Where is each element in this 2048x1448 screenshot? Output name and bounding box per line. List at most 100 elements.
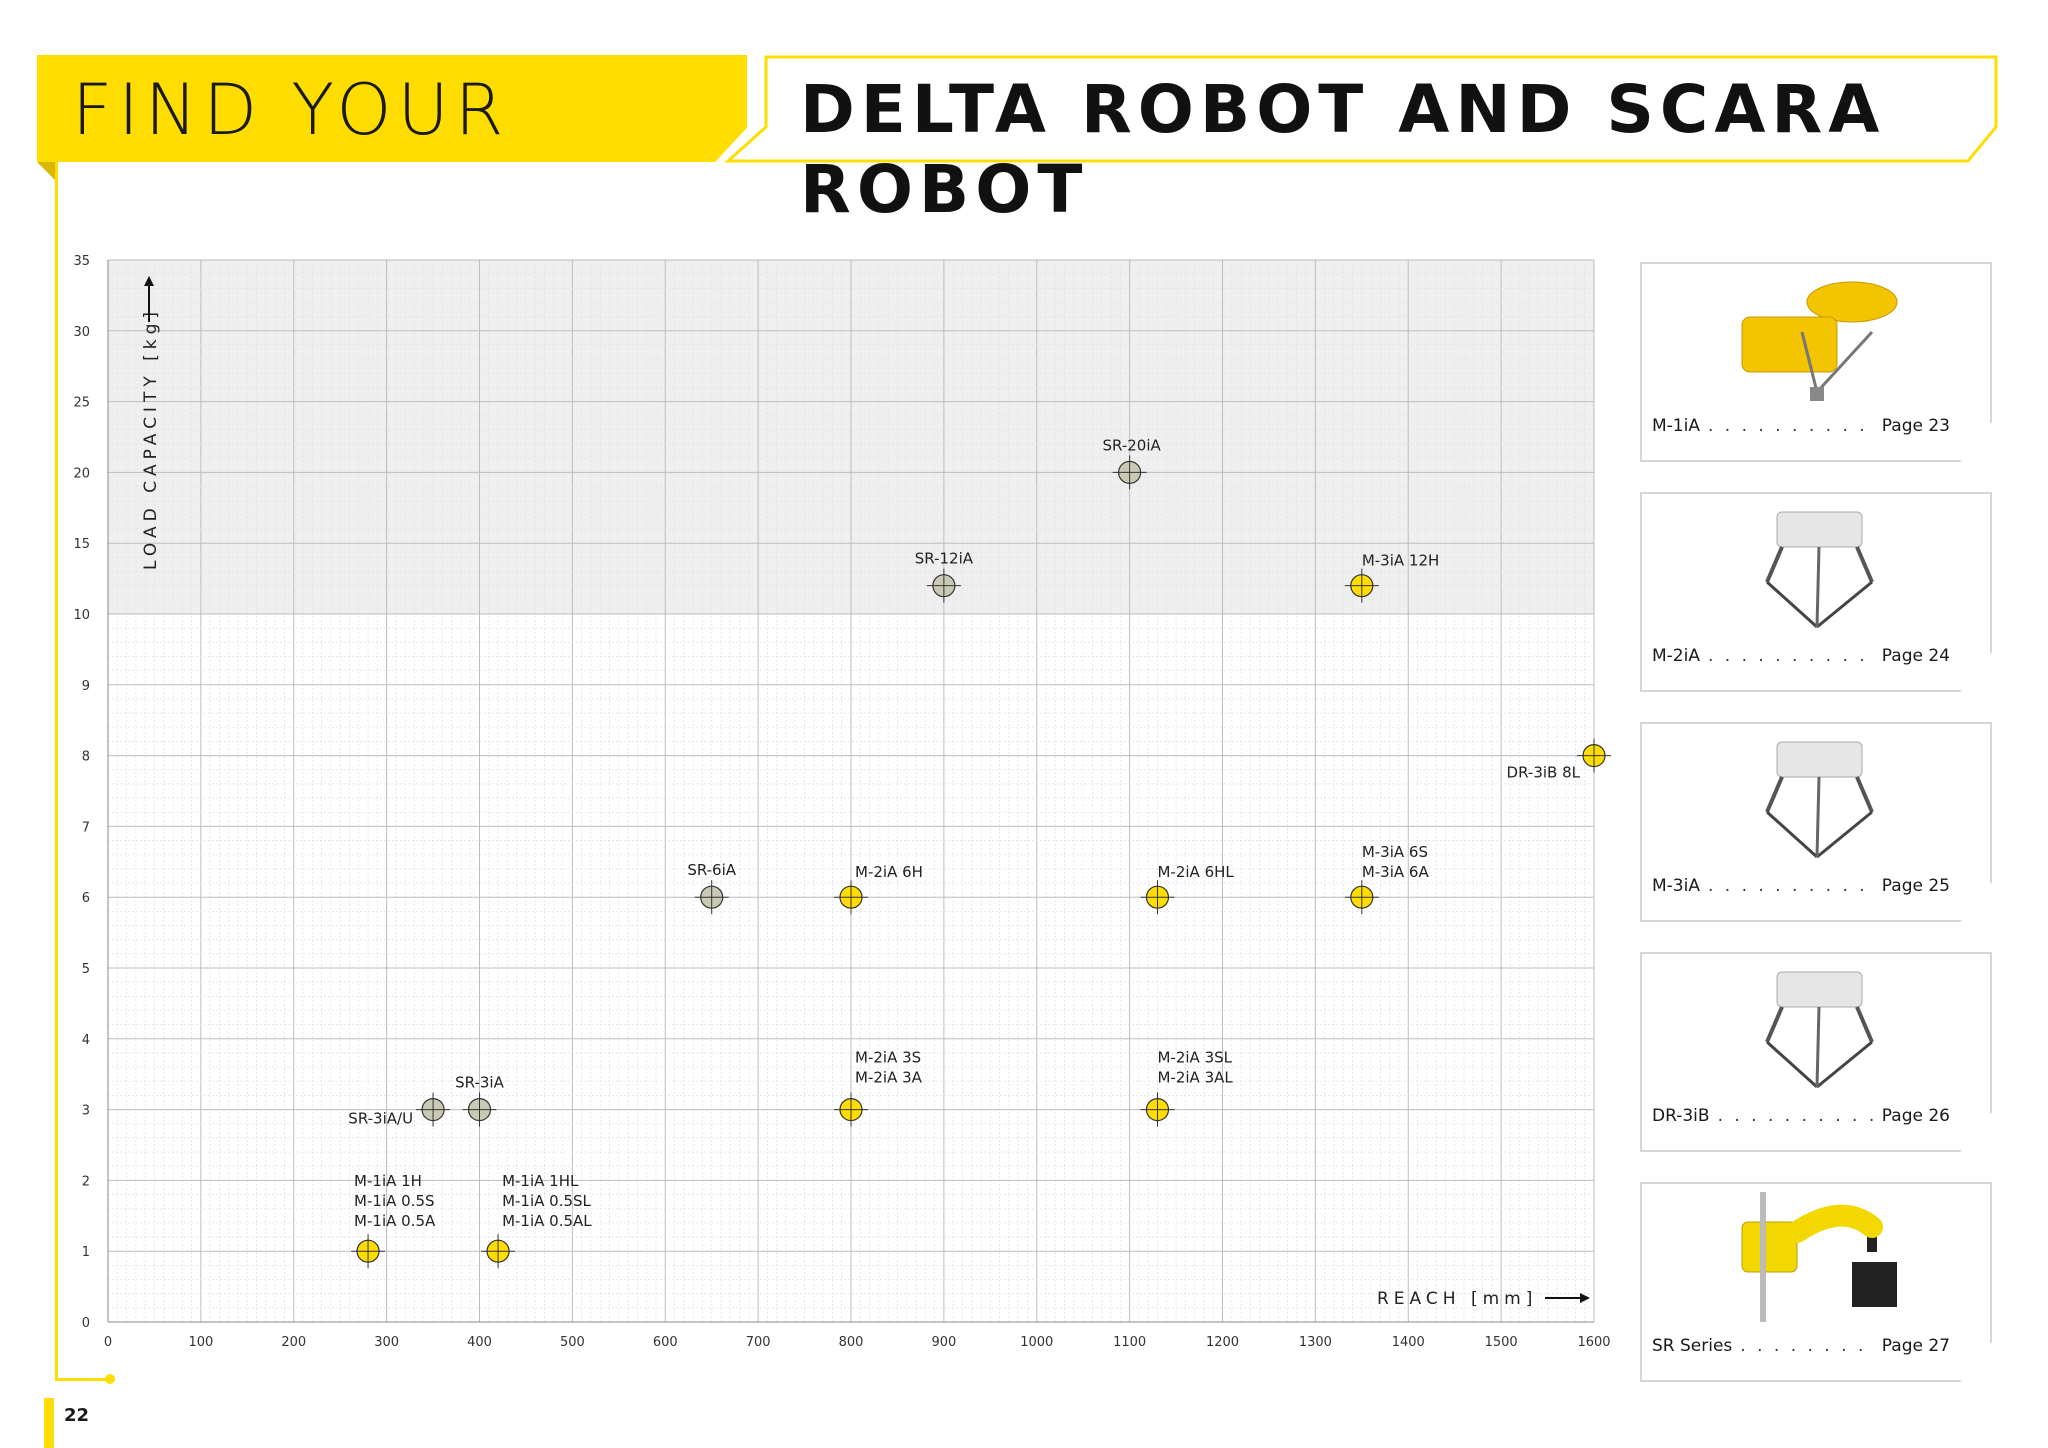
card-page-ref[interactable]: Page 27 <box>1881 1336 1950 1356</box>
y-tick-label: 2 <box>82 1174 90 1189</box>
y-tick-label: 35 <box>73 254 90 269</box>
point-label: M-1iA 0.5S <box>354 1192 434 1210</box>
y-tick-label: 1 <box>82 1245 90 1260</box>
data-point: SR-3iA <box>455 1074 505 1127</box>
data-point: M-2iA 3S M-2iA 3A <box>834 1049 923 1127</box>
title-prefix: FIND YOUR <box>72 69 510 151</box>
card-caption: M-1iA Page 23 <box>1652 416 1950 436</box>
point-label: M-2iA 6HL <box>1157 863 1234 881</box>
point-label: M-1iA 0.5A <box>354 1212 436 1230</box>
point-label: M-2iA 6H <box>855 863 923 881</box>
y-tick-label: 30 <box>73 325 90 340</box>
frame-line-horizontal <box>55 1378 110 1381</box>
point-label: M-2iA 3A <box>855 1069 923 1087</box>
x-tick-label: 1300 <box>1299 1335 1332 1350</box>
frame-line-vertical <box>55 162 58 1380</box>
axis-labels: REACH [mm] LOAD CAPACITY [kg] <box>141 276 1590 1309</box>
x-tick-label: 1100 <box>1113 1335 1146 1350</box>
y-tick-label: 15 <box>73 537 90 552</box>
y-tick-label: 0 <box>82 1316 90 1331</box>
point-label: M-1iA 0.5SL <box>502 1192 591 1210</box>
data-point: M-2iA 6H <box>834 863 923 915</box>
data-point: M-3iA 12H <box>1344 552 1439 603</box>
data-point: M-1iA 1H M-1iA 0.5S M-1iA 0.5A <box>351 1172 436 1269</box>
product-card[interactable]: SR Series Page 27 <box>1640 1182 1992 1382</box>
y-tick-label: 3 <box>82 1104 90 1119</box>
leader-dots <box>1708 416 1874 436</box>
product-card[interactable]: DR-3iB Page 26 <box>1640 952 1992 1152</box>
leader-dots <box>1708 876 1874 896</box>
y-tick-label: 6 <box>82 891 90 906</box>
point-label: M-1iA 1HL <box>502 1172 579 1190</box>
point-label: DR-3iB 8L <box>1507 764 1581 782</box>
point-label: SR-6iA <box>687 861 736 879</box>
x-axis-label: REACH [mm] <box>1377 1289 1537 1309</box>
data-point: DR-3iB 8L <box>1507 738 1611 782</box>
product-card[interactable]: M-3iA Page 25 <box>1640 722 1992 922</box>
x-axis-arrowhead <box>1580 1293 1590 1303</box>
product-card[interactable]: M-1iA Page 23 <box>1640 262 1992 462</box>
card-caption: M-3iA Page 25 <box>1652 876 1950 896</box>
data-point: M-3iA 6S M-3iA 6A <box>1344 843 1430 915</box>
x-tick-label: 900 <box>931 1335 956 1350</box>
card-page-ref[interactable]: Page 25 <box>1881 876 1950 896</box>
data-point: SR-12iA <box>915 550 974 603</box>
data-point: M-2iA 3SL M-2iA 3AL <box>1140 1049 1233 1127</box>
leader-dots <box>1708 646 1874 666</box>
card-caption: SR Series Page 27 <box>1652 1336 1950 1356</box>
y-tick-label: 10 <box>73 608 90 623</box>
point-label: M-3iA 6A <box>1362 863 1430 881</box>
x-tick-label: 1000 <box>1020 1335 1053 1350</box>
data-point: M-2iA 6HL <box>1140 863 1234 915</box>
data-point: SR-6iA <box>687 861 737 915</box>
delta-robot-m3ia-image <box>1722 732 1912 872</box>
delta-robot-m2ia-image <box>1722 502 1912 642</box>
point-label: SR-3iA/U <box>348 1110 413 1128</box>
leader-dots <box>1740 1336 1874 1356</box>
y-tick-label: 20 <box>73 466 90 481</box>
card-caption: DR-3iB Page 26 <box>1652 1106 1950 1126</box>
y-tick-label: 8 <box>82 750 90 765</box>
delta-robot-m1ia-image <box>1722 272 1912 412</box>
x-tick-label: 200 <box>281 1335 306 1350</box>
card-page-ref[interactable]: Page 23 <box>1881 416 1950 436</box>
point-label: M-2iA 3S <box>855 1049 921 1067</box>
delta-robot-dr3ib-image <box>1722 962 1912 1102</box>
point-label: SR-3iA <box>455 1074 504 1092</box>
chart-ticks: 0 100 200 300 400 500 600 700 800 900 1000 1100 1200… <box>73 254 1610 1350</box>
y-axis-label: LOAD CAPACITY [kg] <box>141 307 161 570</box>
title-main: DELTA ROBOT AND SCARA ROBOT <box>800 71 1886 228</box>
card-page-ref[interactable]: Page 24 <box>1881 646 1950 666</box>
x-tick-label: 400 <box>467 1335 492 1350</box>
point-label: M-3iA 12H <box>1362 552 1439 570</box>
y-tick-label: 5 <box>82 962 90 977</box>
point-label: M-1iA 0.5AL <box>502 1212 592 1230</box>
frame-end-dot <box>105 1374 115 1384</box>
product-card[interactable]: M-2iA Page 24 <box>1640 492 1992 692</box>
y-tick-label: 25 <box>73 396 90 411</box>
x-tick-label: 300 <box>374 1335 399 1350</box>
header-banner-right <box>724 55 1998 163</box>
x-tick-label: 500 <box>560 1335 585 1350</box>
page-tab <box>44 1398 54 1448</box>
card-page-ref[interactable]: Page 26 <box>1881 1106 1950 1126</box>
chart-points: M-1iA 1HM-1iA 0.5SM-1iA 0.5AM-1iA 1HLM-1… <box>348 436 1611 1269</box>
x-tick-label: 600 <box>653 1335 678 1350</box>
y-tick-label: 7 <box>82 820 90 835</box>
x-tick-label: 1600 <box>1577 1335 1610 1350</box>
x-tick-label: 100 <box>188 1335 213 1350</box>
x-tick-label: 0 <box>104 1335 112 1350</box>
card-product-name: M-2iA <box>1652 646 1700 666</box>
card-product-name: SR Series <box>1652 1336 1733 1356</box>
y-axis-arrowhead <box>144 276 154 286</box>
x-tick-label: 1200 <box>1206 1335 1239 1350</box>
point-label: SR-12iA <box>915 550 974 568</box>
x-tick-label: 1400 <box>1392 1335 1425 1350</box>
point-label: SR-20iA <box>1102 436 1161 454</box>
chart-grid <box>107 259 1595 1323</box>
data-point: M-1iA 1HL M-1iA 0.5SL M-1iA 0.5AL <box>481 1172 592 1269</box>
card-product-name: M-1iA <box>1652 416 1700 436</box>
y-tick-label: 9 <box>82 679 90 694</box>
x-tick-label: 800 <box>839 1335 864 1350</box>
scara-robot-sr-image <box>1722 1192 1912 1332</box>
